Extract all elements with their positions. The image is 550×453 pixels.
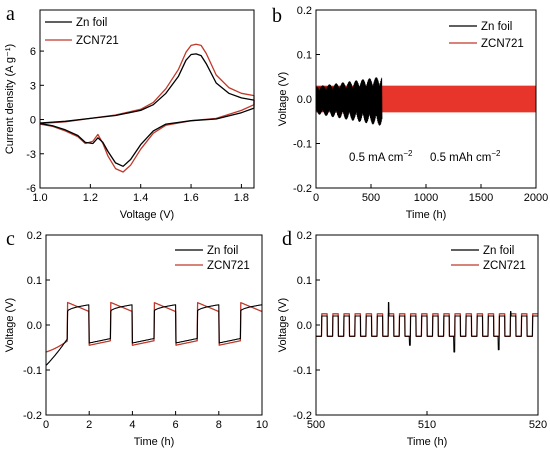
panel-a-xtick-label: 1.0 bbox=[32, 192, 47, 204]
panel-b-ticks: 0 500 1000 1500 2000 -0.2 -0.1 0.0 0.1 0.2 bbox=[293, 5, 548, 204]
panel-c-zoom-plot: c 0 2 4 6 8 10 -0.2 -0.1 0.0 0.1 0.2 Time (h) Volt… bbox=[4, 228, 268, 448]
panel-c-series-zn-foil bbox=[45, 304, 263, 366]
panel-d-legend-zn: Zn foil bbox=[483, 245, 514, 257]
panel-b-legend-zcn: ZCN721 bbox=[481, 38, 524, 50]
panel-a-xlabel: Voltage (V) bbox=[120, 209, 174, 221]
panel-b-ytick-label: -0.1 bbox=[293, 139, 312, 151]
panel-d-frame bbox=[315, 234, 539, 416]
panel-d-xlabel: Time (h) bbox=[407, 436, 448, 448]
panel-c-plot-area bbox=[45, 301, 263, 366]
panel-c-xtick-label: 0 bbox=[43, 419, 49, 431]
panel-d-series-zn-foil bbox=[315, 302, 539, 353]
panel-a-series-zcn721 bbox=[39, 43, 255, 173]
panel-c-ytick-label: 0.1 bbox=[27, 275, 42, 287]
panel-a-frame bbox=[39, 9, 255, 189]
panel-a-xtick-label: 1.4 bbox=[133, 192, 148, 204]
panel-b-ytick-label: 0.1 bbox=[297, 50, 312, 62]
panel-a-series-zn-foil bbox=[39, 53, 255, 167]
panel-c-ticks: 0 2 4 6 8 10 -0.2 -0.1 0.0 0.1 0.2 bbox=[23, 230, 268, 431]
panel-a-legend-zcn: ZCN721 bbox=[76, 35, 119, 47]
panel-b-plot-area bbox=[315, 77, 536, 126]
panel-a-legend: Zn foil ZCN721 bbox=[45, 17, 119, 47]
panel-d-ytick-label: -0.2 bbox=[293, 410, 312, 422]
panel-b-ylabel: Voltage (V) bbox=[277, 72, 289, 126]
panel-a-ytick-label: -3 bbox=[26, 149, 36, 161]
panel-b-series-zn-foil-dense bbox=[316, 86, 343, 112]
panel-a-ytick-label: 0 bbox=[30, 115, 36, 127]
panel-d-zoom-plot: d 500 510 520 -0.2 -0.1 0.0 0.1 0.2 Time (h) Vo… bbox=[277, 228, 547, 448]
panel-b-xtick-label: 1000 bbox=[414, 192, 438, 204]
panel-d-legend: Zn foil ZCN721 bbox=[451, 245, 526, 272]
panel-c-series-zcn721 bbox=[45, 301, 263, 353]
panel-a-legend-zn: Zn foil bbox=[76, 17, 107, 29]
panel-d-xtick-label: 520 bbox=[529, 419, 547, 431]
panel-c-ylabel: Voltage (V) bbox=[4, 298, 16, 352]
panel-b-current-density-annotation: 0.5 mA cm−2 bbox=[349, 149, 413, 164]
panel-c-label: c bbox=[6, 228, 15, 250]
panel-d-ylabel: Voltage (V) bbox=[277, 298, 289, 352]
panel-d-plot-area bbox=[315, 302, 539, 353]
panel-b-xtick-label: 500 bbox=[362, 192, 380, 204]
panel-b-xtick-label: 1500 bbox=[469, 192, 493, 204]
panel-b-legend: Zn foil ZCN721 bbox=[449, 21, 524, 50]
panel-a-cv-plot: a 1.0 1.2 1.4 1.6 1.8 -6 -3 0 3 6 Voltage (V) Cur… bbox=[4, 3, 255, 221]
panel-c-xlabel: Time (h) bbox=[134, 436, 175, 448]
panel-c-xtick-label: 4 bbox=[129, 419, 135, 431]
panel-a-xtick-label: 1.2 bbox=[83, 192, 98, 204]
panel-b-areal-capacity-annotation: 0.5 mAh cm−2 bbox=[430, 149, 501, 164]
panel-c-legend-zn: Zn foil bbox=[207, 245, 238, 257]
panel-d-ytick-label: 0.2 bbox=[297, 230, 312, 242]
panel-d-xtick-label: 510 bbox=[418, 419, 436, 431]
panel-d-ytick-label: 0.1 bbox=[297, 275, 312, 287]
panel-d-ytick-label: 0.0 bbox=[297, 320, 312, 332]
panel-a-ylabel: Current density (A g⁻¹) bbox=[4, 44, 16, 154]
panel-b-xtick-label: 0 bbox=[313, 192, 319, 204]
panel-a-label: a bbox=[6, 3, 15, 25]
panel-a-ticks: 1.0 1.2 1.4 1.6 1.8 -6 -3 0 3 6 bbox=[26, 46, 249, 204]
panel-d-ytick-label: -0.1 bbox=[293, 365, 312, 377]
panel-c-xtick-label: 8 bbox=[216, 419, 222, 431]
panel-c-xtick-label: 6 bbox=[173, 419, 179, 431]
panel-a-plot-area bbox=[39, 43, 255, 173]
panel-a-xtick-label: 1.6 bbox=[183, 192, 198, 204]
panel-c-legend-zcn: ZCN721 bbox=[207, 260, 250, 272]
panel-b-series-zn-foil bbox=[315, 77, 383, 126]
panel-a-ytick-label: 6 bbox=[30, 46, 36, 58]
panel-c-xtick-label: 2 bbox=[86, 419, 92, 431]
panel-b-xlabel: Time (h) bbox=[406, 209, 447, 221]
panel-b-cycling-plot: b 0 500 1000 1500 2000 -0.2 -0.1 0.0 0.1 0.2 Time… bbox=[272, 5, 548, 221]
panel-c-ytick-label: 0.0 bbox=[27, 320, 42, 332]
panel-c-ytick-label: -0.2 bbox=[23, 410, 42, 422]
panel-b-xtick-label: 2000 bbox=[524, 192, 548, 204]
panel-b-frame bbox=[315, 9, 537, 189]
panel-b-ytick-label: 0.2 bbox=[297, 5, 312, 17]
panel-c-ytick-label: 0.2 bbox=[27, 230, 42, 242]
panel-c-ytick-label: -0.1 bbox=[23, 365, 42, 377]
panel-c-legend: Zn foil ZCN721 bbox=[175, 245, 250, 272]
panel-b-label: b bbox=[272, 5, 282, 27]
panel-d-legend-zcn: ZCN721 bbox=[483, 260, 526, 272]
panel-b-ytick-label: 0.0 bbox=[297, 94, 312, 106]
panel-d-label: d bbox=[282, 228, 292, 250]
panel-d-xtick-label: 500 bbox=[307, 419, 325, 431]
panel-b-ytick-label: -0.2 bbox=[293, 183, 312, 195]
panel-c-frame bbox=[45, 234, 263, 416]
panel-a-xtick-label: 1.8 bbox=[234, 192, 249, 204]
panel-c-xtick-label: 10 bbox=[256, 419, 268, 431]
panel-a-ytick-label: -6 bbox=[26, 183, 36, 195]
panel-a-ytick-label: 3 bbox=[30, 80, 36, 92]
panel-b-legend-zn: Zn foil bbox=[481, 21, 512, 33]
